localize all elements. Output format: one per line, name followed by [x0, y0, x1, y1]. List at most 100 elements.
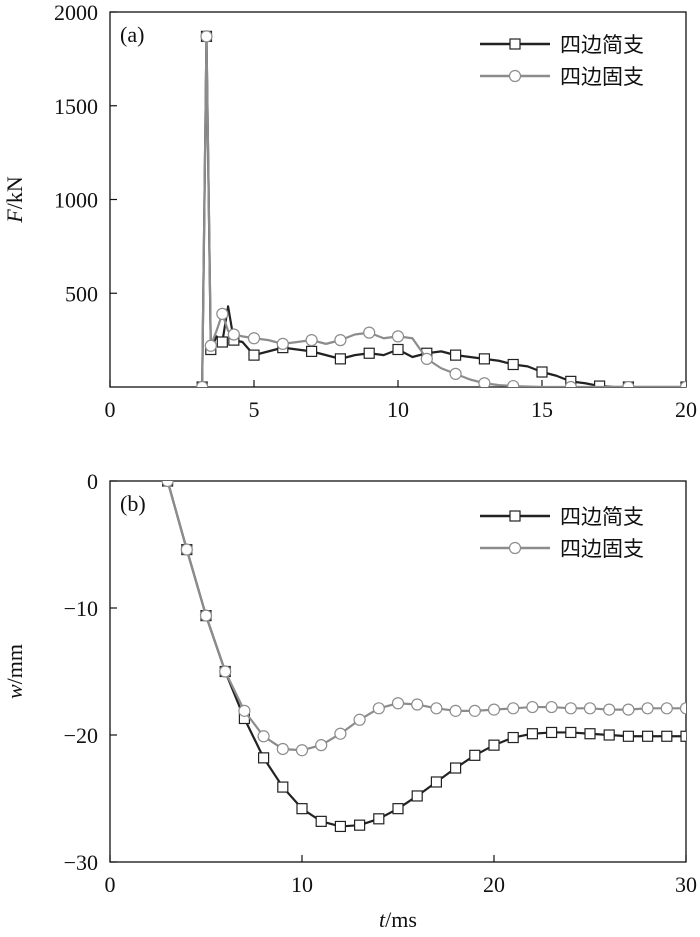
- data-point: [258, 752, 270, 764]
- data-point: [450, 349, 462, 361]
- data-point: [373, 813, 385, 825]
- x-axis-label: t/ms: [379, 907, 417, 932]
- panel-label: (b): [120, 491, 146, 516]
- data-point: [276, 337, 289, 350]
- data-point: [257, 730, 270, 743]
- y-axis-label-unit: /mm: [2, 644, 27, 684]
- data-point: [180, 543, 193, 556]
- data-point: [306, 345, 318, 357]
- legend-marker-square: [509, 510, 521, 522]
- y-tick-label: 1000: [54, 188, 98, 213]
- data-point: [334, 727, 347, 740]
- legend-label: 四边固支: [560, 65, 644, 89]
- data-point: [392, 343, 404, 356]
- y-axis-label: w/mm: [2, 644, 27, 699]
- y-axis-label-var: F: [2, 209, 27, 224]
- y-tick-label: −10: [64, 596, 98, 621]
- data-point: [641, 702, 654, 715]
- data-point: [238, 704, 251, 717]
- data-point: [196, 380, 209, 387]
- data-point: [430, 776, 442, 788]
- data-point: [449, 704, 462, 717]
- data-point: [391, 330, 405, 343]
- data-point: [660, 702, 673, 715]
- data-point: [295, 744, 309, 757]
- legend-label: 四边固支: [560, 537, 644, 561]
- x-tick-label: 0: [105, 397, 116, 422]
- legend-marker-square: [509, 38, 521, 50]
- data-point: [353, 713, 366, 726]
- data-point: [420, 352, 433, 365]
- data-point: [564, 702, 577, 715]
- data-point: [478, 353, 490, 365]
- panel-label: (a): [120, 22, 144, 47]
- data-point: [204, 339, 217, 352]
- data-point: [583, 702, 597, 715]
- data-point: [622, 380, 635, 387]
- x-tick-label: 10: [387, 397, 409, 422]
- data-point: [200, 30, 213, 43]
- data-point: [680, 730, 686, 742]
- data-point: [372, 702, 385, 715]
- series-clamped: [161, 481, 686, 757]
- data-point: [603, 703, 616, 716]
- data-point: [315, 739, 328, 752]
- data-point: [334, 353, 346, 365]
- y-axis-label-var: w: [2, 684, 27, 699]
- plot-frame: [109, 480, 687, 863]
- x-tick-label: 20: [675, 397, 697, 422]
- data-point: [411, 698, 424, 711]
- data-point: [526, 700, 539, 714]
- data-point: [545, 700, 558, 714]
- data-point: [450, 762, 462, 774]
- y-tick-label: −30: [64, 850, 98, 875]
- data-point: [564, 380, 577, 387]
- data-point: [216, 307, 229, 320]
- data-point: [411, 790, 423, 802]
- data-point: [545, 726, 558, 739]
- data-point: [391, 697, 405, 710]
- y-tick-label: 0: [87, 469, 98, 494]
- x-tick-label: 20: [483, 872, 505, 897]
- data-point: [536, 366, 548, 378]
- legend-label: 四边简支: [560, 33, 644, 57]
- data-point: [449, 367, 462, 380]
- data-point: [487, 703, 501, 716]
- x-tick-label: 0: [105, 872, 116, 897]
- data-point: [565, 726, 577, 739]
- x-tick-label: 10: [291, 872, 313, 897]
- data-point: [334, 334, 347, 347]
- series-simply-supported: [162, 481, 686, 833]
- data-point: [363, 347, 375, 359]
- data-point: [603, 729, 615, 741]
- x-tick-label: 5: [249, 397, 260, 422]
- y-tick-label: 2000: [54, 0, 98, 25]
- data-point: [227, 328, 240, 341]
- data-point: [507, 731, 519, 744]
- data-point: [468, 704, 481, 717]
- data-point: [248, 349, 260, 361]
- legend-label: 四边简支: [560, 505, 644, 529]
- x-tick-label: 15: [531, 397, 553, 422]
- data-point: [247, 332, 261, 345]
- data-point: [526, 728, 539, 740]
- data-point: [469, 749, 481, 761]
- data-point: [392, 803, 404, 815]
- y-tick-label: 1500: [54, 94, 98, 119]
- data-point: [315, 815, 327, 827]
- data-point: [277, 781, 289, 793]
- data-point: [305, 334, 318, 347]
- data-point: [622, 730, 635, 742]
- series-clamped: [196, 30, 686, 387]
- data-point: [276, 742, 289, 756]
- data-point: [199, 609, 213, 622]
- data-point: [161, 481, 174, 488]
- data-point: [488, 739, 500, 751]
- data-point: [507, 702, 520, 715]
- data-point: [507, 358, 519, 371]
- data-point: [507, 379, 520, 387]
- data-point: [430, 702, 443, 715]
